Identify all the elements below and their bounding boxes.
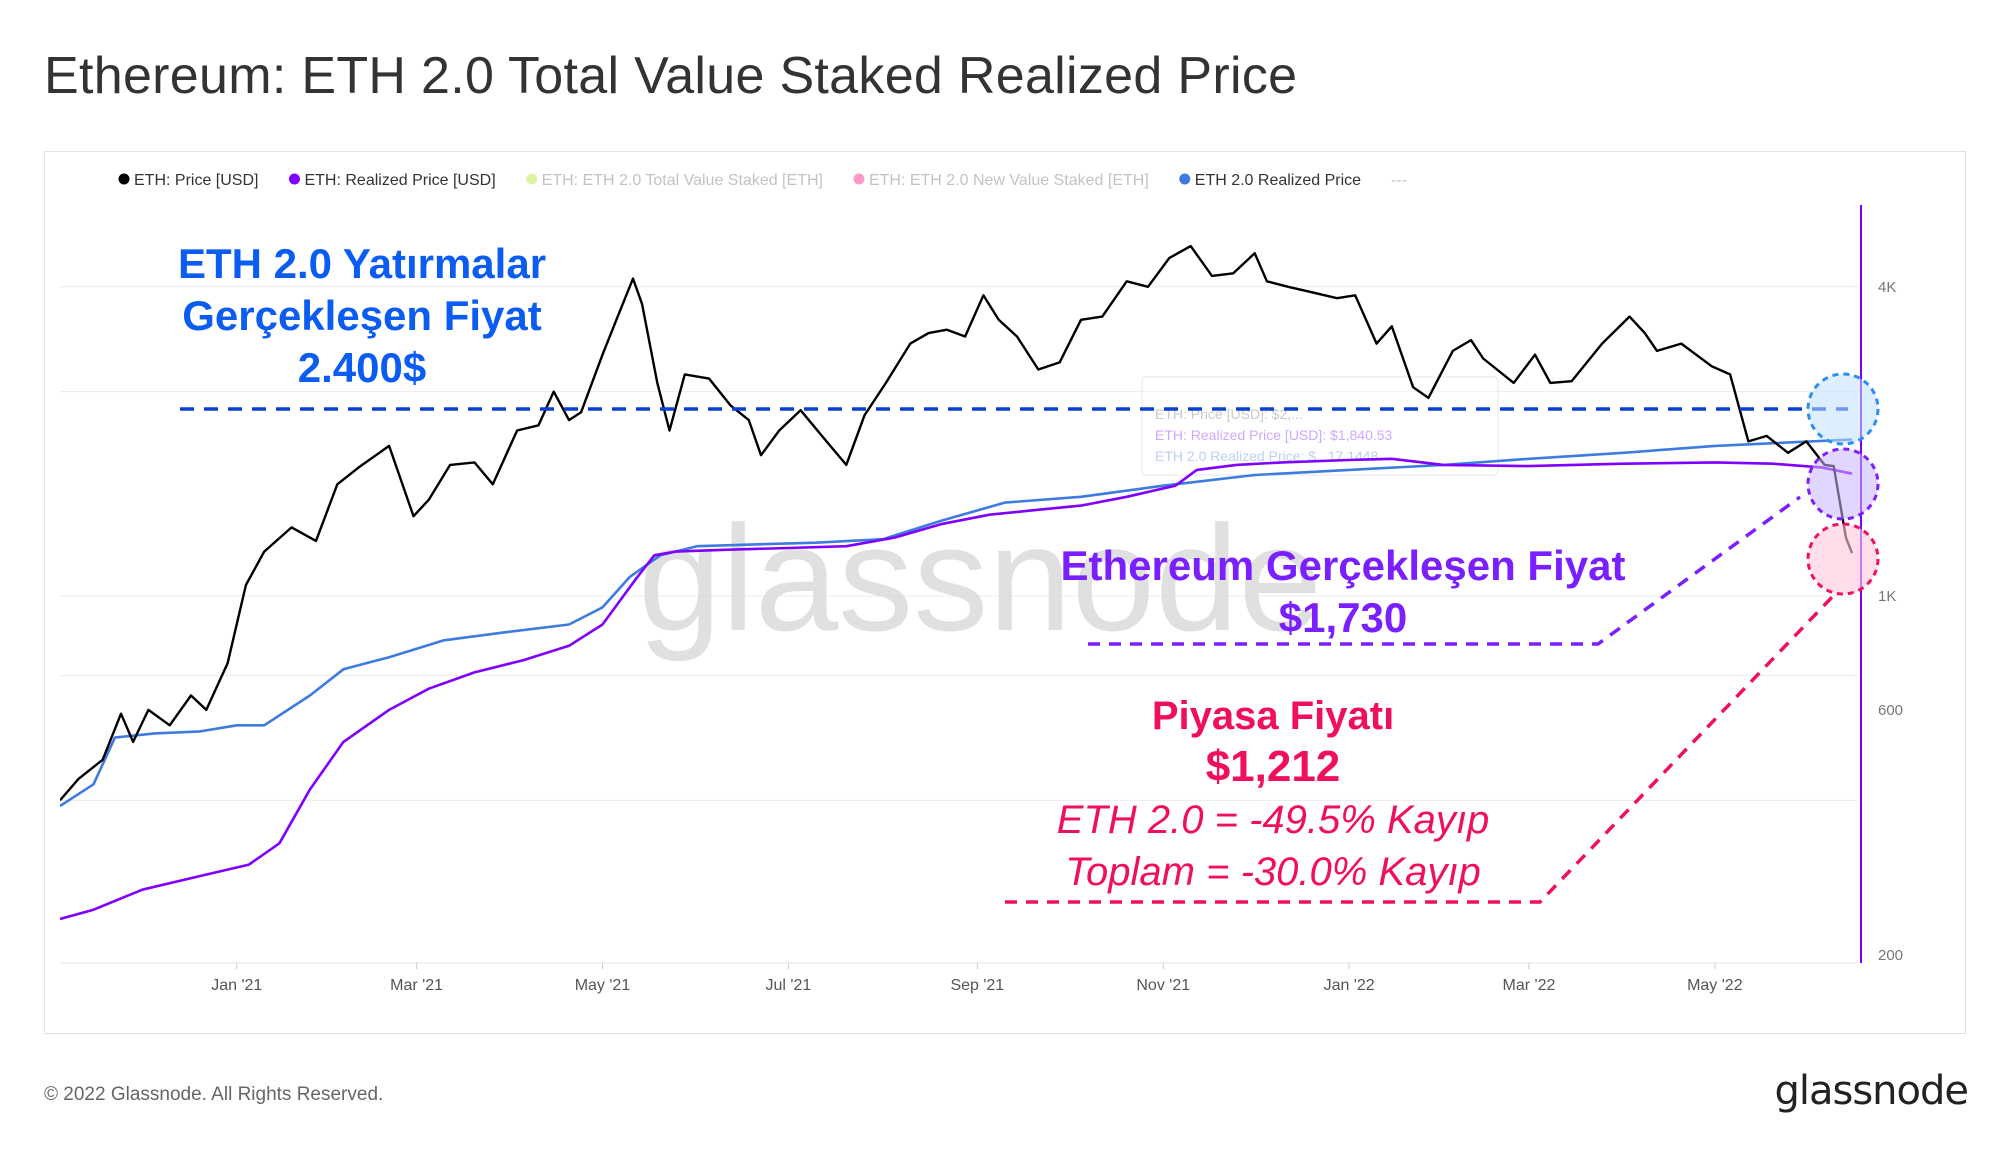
ghost-tooltip-line3: ETH 2.0 Realized Price: $...17.1448 xyxy=(1155,448,1379,464)
x-tick-label: May '22 xyxy=(1687,977,1743,994)
watermark: glassnode xyxy=(638,494,1322,662)
y-tick-label: 1K xyxy=(1878,588,1896,605)
y-tick-label: 200 xyxy=(1878,947,1903,964)
footer-brand-logo[interactable]: glassnode xyxy=(1774,1068,1969,1114)
eth2-annotation-line2: Gerçekleşen Fiyat xyxy=(182,292,542,339)
realized-marker-circle xyxy=(1806,447,1880,521)
grid-lines xyxy=(60,286,1858,964)
legend-label: ETH 2.0 Realized Price xyxy=(1195,172,1361,189)
market-annotation-line3: ETH 2.0 = -49.5% Kayıp xyxy=(1057,798,1489,842)
legend-item[interactable]: ETH: Price [USD] xyxy=(118,172,259,189)
legend-label: ETH: ETH 2.0 New Value Staked [ETH] xyxy=(869,172,1149,189)
realized-annotation-line2: $1,730 xyxy=(1279,594,1407,641)
y-tick-label: 600 xyxy=(1878,702,1903,719)
market-annotation-line2: $1,212 xyxy=(1206,742,1341,791)
legend-item[interactable]: --- xyxy=(1391,172,1407,189)
legend-swatch xyxy=(288,173,300,185)
legend-label: ETH: Realized Price [USD] xyxy=(304,172,495,189)
y-tick-label: 4K xyxy=(1878,279,1896,296)
legend-item[interactable]: ETH: ETH 2.0 New Value Staked [ETH] xyxy=(853,172,1149,189)
chart-panel xyxy=(44,151,1966,1034)
x-tick-label: Jan '22 xyxy=(1324,977,1375,994)
market-marker-circle xyxy=(1806,522,1880,596)
legend-item[interactable]: ETH: ETH 2.0 Total Value Staked [ETH] xyxy=(526,172,823,189)
legend-item[interactable]: ETH: Realized Price [USD] xyxy=(288,172,496,189)
market-annotation-line4: Toplam = -30.0% Kayıp xyxy=(1065,850,1480,894)
series-line-eth-realized-price-usd xyxy=(60,457,1853,921)
ghost-tooltip-line2: ETH: Realized Price [USD]: $1,840.53 xyxy=(1155,427,1393,443)
x-tick-label: Mar '22 xyxy=(1503,977,1556,994)
x-tick-label: Mar '21 xyxy=(390,977,443,994)
legend-item[interactable]: ETH 2.0 Realized Price xyxy=(1179,172,1361,189)
legend-swatch xyxy=(1179,173,1191,185)
legend-label: --- xyxy=(1391,172,1407,189)
eth2-realized-marker-circle xyxy=(1806,372,1880,446)
legend: ETH: Price [USD] ETH: Realized Price [USD… xyxy=(118,172,1407,189)
x-tick-labels: Jan '21 Mar '21 May '21 Jul '21 Sep '21 Nov '… xyxy=(211,963,1743,994)
x-tick-label: May '21 xyxy=(575,977,631,994)
legend-swatch xyxy=(853,173,865,185)
market-annotation-line1: Piyasa Fiyatı xyxy=(1152,694,1394,738)
x-tick-label: Jan '21 xyxy=(211,977,262,994)
legend-swatch xyxy=(118,173,130,185)
realized-connector-line xyxy=(1088,495,1802,646)
y-tick-labels: 4K 1K 600 200 xyxy=(1878,279,1903,964)
series-line-eth-price-usd xyxy=(60,244,1854,802)
page-title: Ethereum: ETH 2.0 Total Value Staked Rea… xyxy=(44,47,1298,105)
footer-copyright: © 2022 Glassnode. All Rights Reserved. xyxy=(44,1084,384,1105)
x-tick-label: Sep '21 xyxy=(950,977,1004,994)
legend-label: ETH: Price [USD] xyxy=(134,172,258,189)
x-tick-label: Jul '21 xyxy=(766,977,812,994)
legend-label: ETH: ETH 2.0 Total Value Staked [ETH] xyxy=(542,172,823,189)
eth2-annotation-line3: 2.400$ xyxy=(298,344,426,391)
series-group xyxy=(60,244,1854,921)
x-tick-label: Nov '21 xyxy=(1136,977,1190,994)
eth2-annotation-line1: ETH 2.0 Yatırmalar xyxy=(178,240,546,287)
realized-annotation-line1: Ethereum Gerçekleşen Fiyat xyxy=(1061,542,1626,589)
legend-swatch xyxy=(526,173,538,185)
market-connector-line xyxy=(1005,592,1837,904)
